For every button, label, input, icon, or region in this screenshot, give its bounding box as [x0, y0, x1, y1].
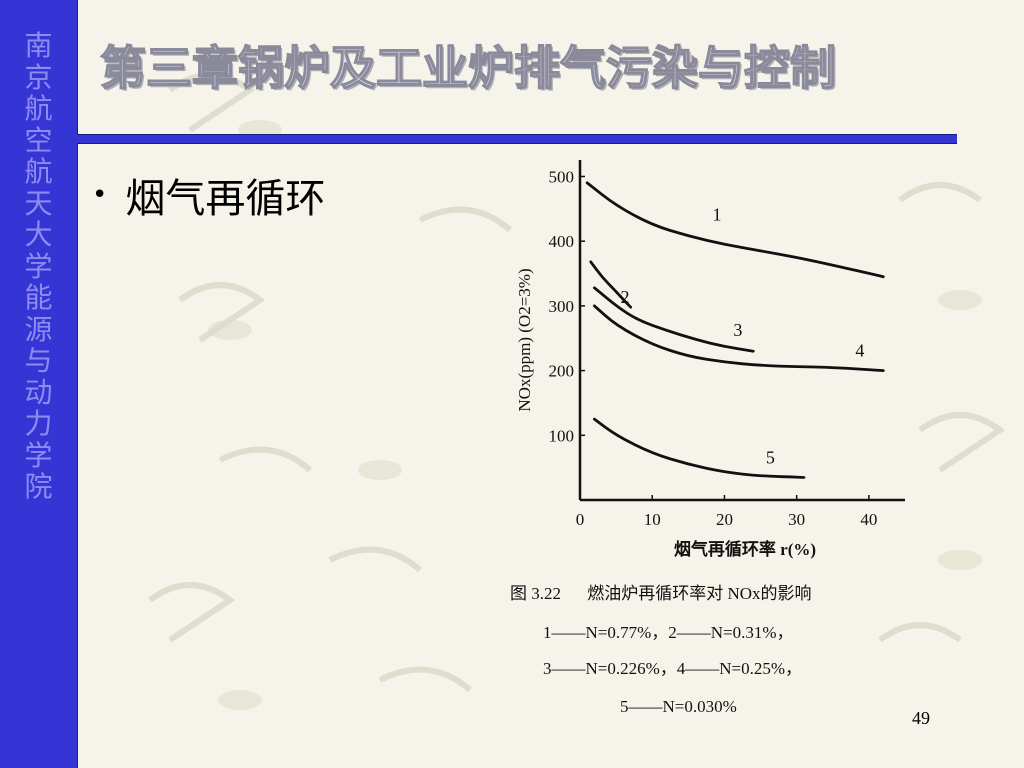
- sidebar-char: 天: [24, 186, 53, 220]
- sidebar-char: 能: [24, 281, 53, 314]
- series-label-5: 5: [766, 447, 775, 467]
- x-tick-label: 0: [576, 510, 585, 529]
- caption-line-2: 3——N=0.226%，4——N=0.25%，: [543, 659, 802, 678]
- figure-caption-title: 图 3.22 燃油炉再循环率对 NOx的影响: [510, 584, 812, 603]
- y-tick-label: 500: [549, 167, 575, 186]
- sidebar-char: 航: [24, 155, 53, 188]
- series-line-5: [593, 417, 806, 479]
- axes: [578, 160, 905, 502]
- x-tick-label: 30: [788, 510, 805, 529]
- bullet-dot-icon: •: [92, 180, 108, 210]
- y-tick-label: 300: [549, 297, 575, 316]
- sidebar-char: 源: [24, 312, 53, 346]
- series-line-4: [593, 304, 885, 372]
- series-label-4: 4: [855, 341, 864, 361]
- sidebar-char: 学: [24, 438, 53, 472]
- sidebar-char: 动: [24, 375, 53, 409]
- caption-line-1: 1——N=0.77%，2——N=0.31%，: [543, 623, 794, 642]
- sidebar: 南 京 航 空 航 天 大 学 能 源 与 动 力 学 院: [0, 0, 78, 768]
- page-number: 49: [912, 708, 930, 728]
- series-label-2: 2: [621, 287, 630, 307]
- bullet-item: • 烟气再循环: [92, 166, 325, 224]
- sidebar-char: 京: [24, 60, 53, 94]
- y-tick-label: 200: [549, 362, 575, 381]
- series-line-3: [593, 286, 755, 353]
- slide-title: 第三章锅炉及工业炉排气污染与控制: [99, 40, 837, 96]
- x-axis-label: 烟气再循环率 r(%): [674, 539, 816, 559]
- sidebar-institution: 南 京 航 空 航 天 大 学 能 源 与 动 力 学 院: [0, 30, 77, 503]
- sidebar-char: 学: [24, 249, 53, 283]
- tick-labels: 0 10 20 30 40 100 200 300 400 500: [549, 167, 878, 529]
- sidebar-char: 力: [24, 407, 53, 440]
- sidebar-char: 与: [24, 344, 53, 377]
- series-lines: [585, 181, 885, 479]
- series-line-1: [585, 181, 885, 279]
- series-labels: 1 2 3 4 5: [621, 204, 865, 467]
- series-label-3: 3: [733, 320, 742, 340]
- nox-recirculation-chart: NOx(ppm) (O2=3%) 0 10 20 30 40 100 200 300 400 50…: [510, 160, 905, 716]
- title-divider: [77, 134, 957, 144]
- sidebar-char: 航: [24, 92, 53, 125]
- y-axis-label-text: NOx(ppm) (O2=3%): [515, 268, 534, 411]
- y-tick-label: 400: [549, 232, 575, 251]
- x-tick-label: 20: [716, 510, 733, 529]
- bullet-text: 烟气再循环: [125, 176, 326, 222]
- sidebar-char: 南: [24, 29, 53, 62]
- x-tick-label: 40: [860, 510, 877, 529]
- series-line-2: [589, 260, 632, 309]
- caption-line-3: 5——N=0.030%: [620, 697, 737, 716]
- sidebar-char: 院: [24, 470, 53, 503]
- series-label-1: 1: [712, 204, 721, 224]
- sidebar-char: 大: [24, 218, 53, 251]
- y-axis-label: NOx(ppm) (O2=3%): [515, 268, 534, 411]
- figure-title: 燃油炉再循环率对 NOx的影响: [587, 584, 811, 603]
- sidebar-char: 空: [24, 123, 53, 157]
- x-tick-label: 10: [644, 510, 661, 529]
- y-tick-label: 100: [549, 426, 575, 445]
- figure-number: 图 3.22: [510, 584, 561, 603]
